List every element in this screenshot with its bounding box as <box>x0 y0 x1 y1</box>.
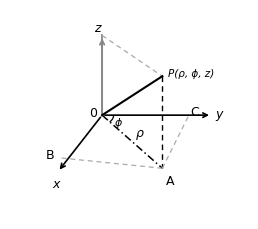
Text: P(ρ, ϕ, z): P(ρ, ϕ, z) <box>168 68 214 78</box>
Text: B: B <box>46 148 54 161</box>
Text: y: y <box>215 107 223 120</box>
Text: 0: 0 <box>89 106 97 120</box>
Text: C: C <box>191 106 199 119</box>
Text: A: A <box>166 174 174 187</box>
Text: z: z <box>94 22 100 35</box>
Text: ρ: ρ <box>135 127 143 140</box>
Text: x: x <box>52 177 60 190</box>
Text: ϕ: ϕ <box>114 118 122 128</box>
